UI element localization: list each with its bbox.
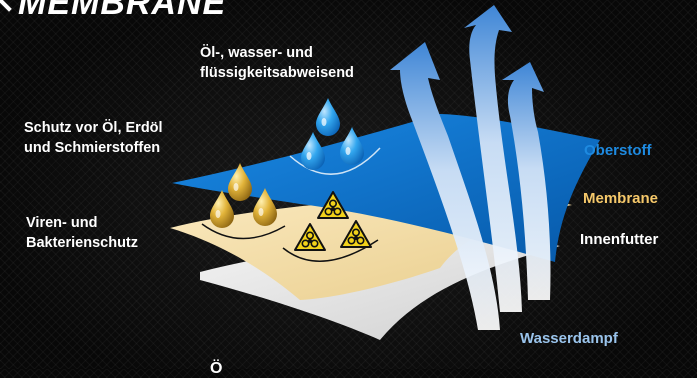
oil-drop-icon	[210, 190, 234, 228]
oil-drop-icon	[253, 188, 277, 226]
outer-layer-label: Oberstoff	[584, 142, 652, 159]
repellent-callout: Öl-, wasser- und flüssigkeitsabweisend	[200, 43, 354, 83]
membrane-diagram	[170, 5, 600, 340]
repellent-callout-line: flüssigkeitsabweisend	[200, 65, 354, 81]
page-title: MEMBRANE	[18, 0, 226, 18]
water-drop-icon	[316, 98, 340, 136]
oil-repel-arc	[201, 223, 286, 240]
vapor-arrow-icon	[464, 5, 522, 312]
virus-protection-callout: Viren- und Bakterienschutz	[26, 213, 138, 253]
vapor-arrow-icon	[390, 42, 500, 330]
biohazard-icon	[317, 191, 349, 219]
vapor-label: Wasserdampf	[520, 330, 618, 347]
virus-protection-callout-line: Bakterienschutz	[26, 235, 139, 251]
oil-protection-callout-line: und Schmierstoffen	[24, 140, 161, 156]
biohazard-icon	[294, 223, 326, 251]
membrane-layer-label: Membrane	[583, 190, 659, 207]
cropped-text-fragment: Ö	[210, 360, 223, 377]
water-drop-icon	[301, 132, 325, 170]
virus-protection-callout-line: Viren- und	[26, 215, 98, 231]
biohazard-icon	[340, 220, 372, 248]
title-bar: MEMBRANE	[0, 0, 300, 18]
vapor-arrow-icon	[502, 62, 551, 300]
water-drop-icon	[340, 127, 364, 165]
oil-protection-callout-line: Schutz vor Öl, Erdöl	[24, 120, 163, 136]
oil-drop-icon	[228, 163, 252, 201]
water-repel-arc	[289, 147, 381, 175]
oil-protection-callout: Schutz vor Öl, Erdöl und Schmierstoffen	[24, 118, 163, 158]
repellent-callout-line: Öl-, wasser- und	[200, 45, 313, 61]
lining-layer-label: Innenfutter	[580, 231, 659, 248]
